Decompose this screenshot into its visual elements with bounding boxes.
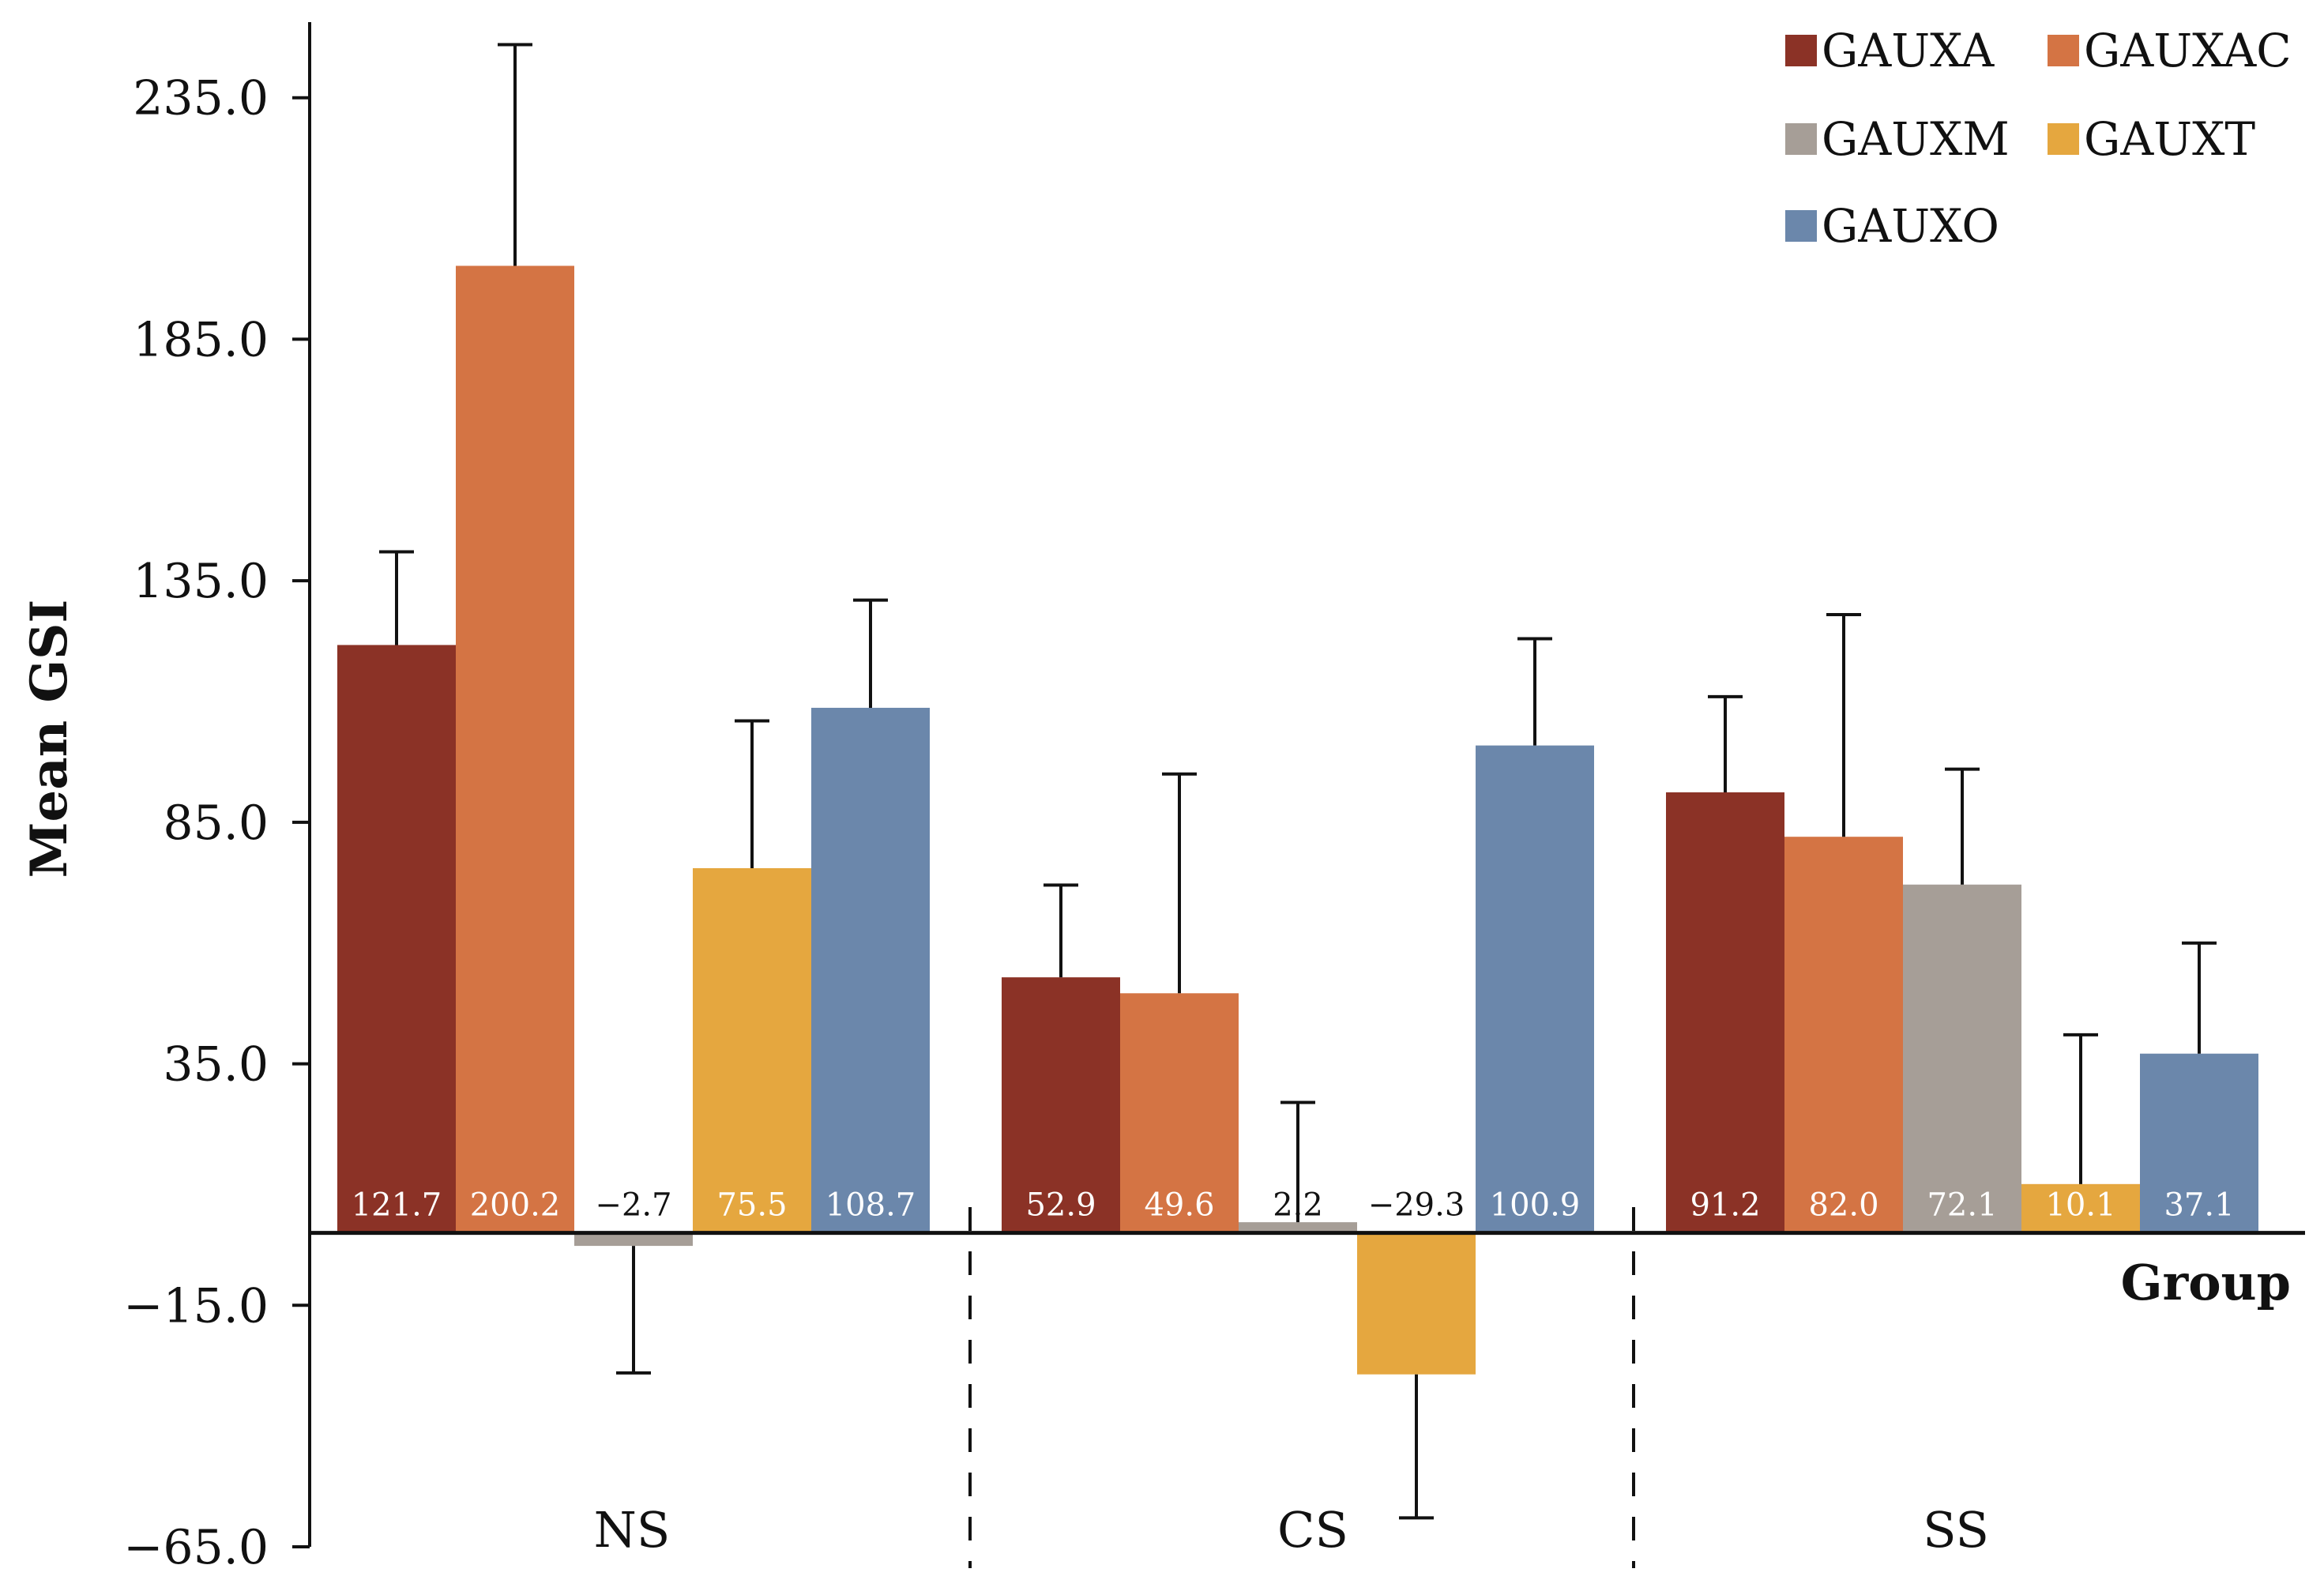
data-label-ns-gauxm: −2.7 — [595, 1187, 671, 1224]
y-tick-label: 235.0 — [133, 71, 269, 126]
category-label-cs: CS — [1277, 1501, 1348, 1559]
data-label-ns-gauxo: 108.7 — [825, 1187, 916, 1224]
legend-label-gauxt: GAUXT — [2084, 112, 2255, 166]
bar-ns-gauxo — [811, 707, 930, 1233]
legend-swatch-gauxa — [1785, 35, 1817, 66]
bar-ss-gauxa — [1666, 792, 1784, 1233]
legend-label-gauxac: GAUXAC — [2084, 24, 2292, 77]
y-tick-label: 185.0 — [133, 312, 269, 367]
y-axis-title: Mean GSI — [20, 600, 79, 878]
data-label-cs-gauxo: 100.9 — [1490, 1187, 1581, 1224]
bar-cs-gauxt — [1357, 1232, 1476, 1375]
data-label-cs-gauxa: 52.9 — [1025, 1187, 1096, 1224]
y-tick-label: 85.0 — [163, 796, 269, 851]
bar-ss-gauxo — [2140, 1053, 2258, 1233]
data-label-cs-gauxm: 2.2 — [1273, 1187, 1323, 1224]
data-label-cs-gauxac: 49.6 — [1144, 1187, 1214, 1224]
bar-cs-gauxo — [1476, 745, 1594, 1233]
x-axis-title: Group — [2121, 1254, 2291, 1311]
legend-label-gauxa: GAUXA — [1822, 24, 1995, 77]
y-tick-label: 135.0 — [133, 554, 269, 609]
bar-ss-gauxt — [2021, 1183, 2140, 1233]
data-label-ss-gauxa: 91.2 — [1690, 1187, 1760, 1224]
legend-label-gauxo: GAUXO — [1822, 199, 1999, 253]
legend-swatch-gauxt — [2048, 123, 2079, 155]
y-tick-label: −65.0 — [123, 1520, 269, 1575]
legend-swatch-gauxm — [1785, 123, 1817, 155]
data-label-ns-gauxac: 200.2 — [470, 1187, 561, 1224]
bar-cs-gauxa — [1002, 977, 1120, 1233]
legend-swatch-gauxo — [1785, 210, 1817, 242]
y-tick-label: 35.0 — [163, 1037, 269, 1093]
bar-cs-gauxac — [1120, 993, 1239, 1233]
legend-label-gauxm: GAUXM — [1822, 112, 2010, 166]
data-label-ss-gauxac: 82.0 — [1808, 1187, 1878, 1224]
data-label-cs-gauxt: −29.3 — [1368, 1187, 1465, 1224]
legend-swatch-gauxac — [2048, 35, 2079, 66]
bar-ns-gauxac — [456, 265, 574, 1233]
bar-ss-gauxm — [1903, 884, 2021, 1233]
bar-cs-gauxm — [1239, 1222, 1357, 1233]
bar-ns-gauxt — [693, 867, 811, 1233]
bar-ns-gauxa — [337, 645, 456, 1233]
category-label-ss: SS — [1923, 1501, 1989, 1559]
category-label-ns: NS — [594, 1501, 671, 1559]
data-label-ss-gauxo: 37.1 — [2164, 1187, 2234, 1224]
bar-ns-gauxm — [574, 1232, 693, 1247]
data-label-ns-gauxt: 75.5 — [716, 1187, 787, 1224]
data-label-ss-gauxt: 10.1 — [2045, 1187, 2115, 1224]
data-label-ns-gauxa: 121.7 — [352, 1187, 442, 1224]
bar-ss-gauxac — [1784, 837, 1903, 1233]
y-tick-label: −15.0 — [123, 1278, 269, 1334]
data-label-ss-gauxm: 72.1 — [1927, 1187, 1997, 1224]
